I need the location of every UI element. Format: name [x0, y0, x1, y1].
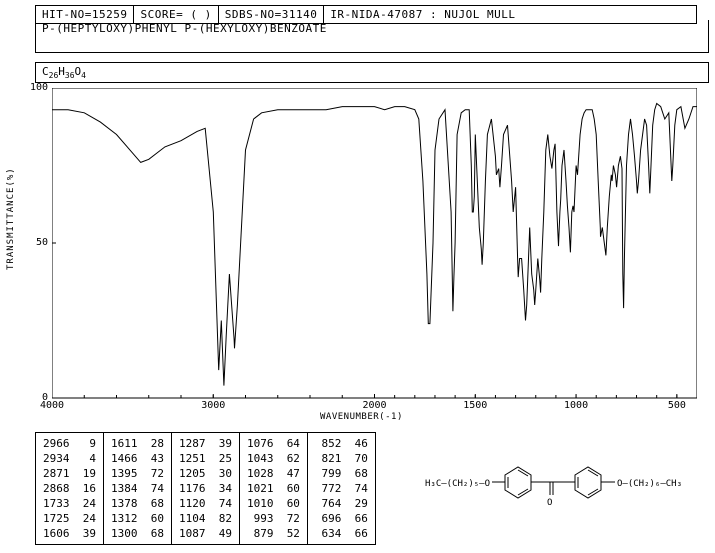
peak-entry: 2868 16 [43, 481, 96, 496]
peak-entry: 1733 24 [43, 496, 96, 511]
peak-entry: 2871 19 [43, 466, 96, 481]
peak-entry: 1251 25 [179, 451, 232, 466]
peak-entry: 696 66 [315, 511, 368, 526]
svg-text:H₃C—(CH₂)₅—O: H₃C—(CH₂)₅—O [425, 479, 490, 489]
peak-entry: 1466 43 [111, 451, 164, 466]
peak-column: 2966 92934 42871 192868 161733 241725 24… [36, 433, 104, 544]
peak-column: 1611 281466 431395 721384 741378 681312 … [104, 433, 172, 544]
peak-entry: 2966 9 [43, 436, 96, 451]
peak-entry: 2934 4 [43, 451, 96, 466]
peak-entry: 852 46 [315, 436, 368, 451]
peak-entry: 993 72 [247, 511, 300, 526]
peak-entry: 1287 39 [179, 436, 232, 451]
peak-entry: 1384 74 [111, 481, 164, 496]
compound-name: P-(HEPTYLOXY)PHENYL P-(HEXYLOXY)BENZOATE [35, 20, 709, 53]
svg-text:O: O [547, 498, 552, 508]
peak-entry: 1378 68 [111, 496, 164, 511]
peak-entry: 879 52 [247, 526, 300, 541]
peak-entry: 1120 74 [179, 496, 232, 511]
peak-entry: 1021 60 [247, 481, 300, 496]
peak-entry: 634 66 [315, 526, 368, 541]
peak-entry: 799 68 [315, 466, 368, 481]
peak-entry: 1205 30 [179, 466, 232, 481]
peak-column: 1076 641043 621028 471021 601010 60 993 … [240, 433, 308, 544]
peak-entry: 1087 49 [179, 526, 232, 541]
peak-entry: 1611 28 [111, 436, 164, 451]
molecular-formula: C26H36O4 [35, 62, 709, 83]
peak-entry: 1010 60 [247, 496, 300, 511]
peak-entry: 1028 47 [247, 466, 300, 481]
y-tick-label: 50 [23, 237, 48, 248]
x-axis-label: WAVENUMBER(-1) [320, 412, 403, 422]
y-tick-label: 100 [23, 82, 48, 93]
peak-column: 1287 391251 251205 301176 341120 741104 … [172, 433, 240, 544]
spectrum-chart [52, 88, 697, 403]
peak-entry: 1076 64 [247, 436, 300, 451]
peak-entry: 1043 62 [247, 451, 300, 466]
peak-entry: 764 29 [315, 496, 368, 511]
peak-entry: 1104 82 [179, 511, 232, 526]
peak-entry: 1176 34 [179, 481, 232, 496]
y-axis-label: TRANSMITTANCE(%) [6, 167, 16, 270]
peak-column: 852 46 821 70 799 68 772 74 764 29 696 6… [308, 433, 375, 544]
chemical-structure: H₃C—(CH₂)₅—O O O—(CH₂)₆—CH₃ [425, 445, 700, 525]
peak-entry: 1725 24 [43, 511, 96, 526]
svg-text:O—(CH₂)₆—CH₃: O—(CH₂)₆—CH₃ [617, 479, 682, 489]
peak-entry: 1300 68 [111, 526, 164, 541]
peak-entry: 1395 72 [111, 466, 164, 481]
peak-entry: 1312 60 [111, 511, 164, 526]
peak-entry: 1606 39 [43, 526, 96, 541]
peak-entry: 772 74 [315, 481, 368, 496]
peak-entry: 821 70 [315, 451, 368, 466]
peak-table: 2966 92934 42871 192868 161733 241725 24… [35, 432, 376, 545]
